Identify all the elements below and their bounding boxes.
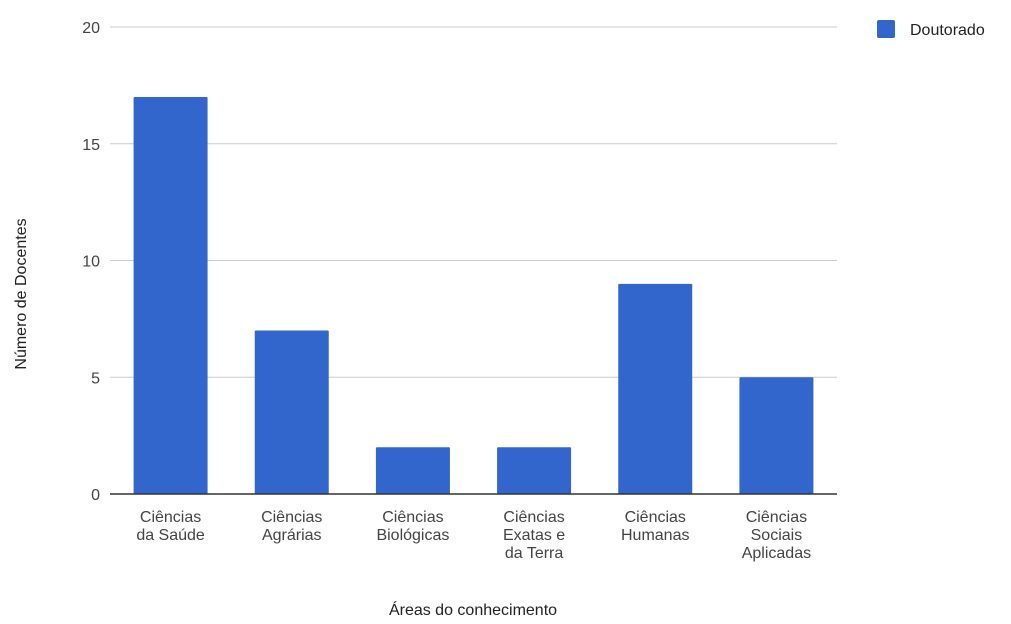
x-tick-label: Ciências Biológicas — [376, 509, 449, 544]
x-tick-label: Ciências Exatas e da Terra — [503, 509, 565, 562]
bar[interactable] — [254, 330, 329, 494]
x-tick-labels: Ciências da Saúde Ciências Agrárias Ciências… — [136, 509, 811, 562]
bar[interactable] — [618, 283, 693, 494]
bar[interactable] — [497, 447, 572, 494]
y-tick-label: 0 — [91, 487, 100, 504]
x-tick-label: Ciências Humanas — [621, 509, 689, 544]
x-tick-label: Ciências da Saúde — [136, 509, 205, 544]
y-tick-label: 20 — [82, 20, 100, 37]
y-axis-title: Número de Docentes — [13, 218, 30, 369]
bar[interactable] — [133, 97, 208, 495]
y-tick-labels: 0 5 10 15 20 — [82, 20, 100, 504]
y-tick-label: 5 — [91, 370, 100, 387]
legend-label: Doutorado — [910, 22, 985, 39]
x-tick-label: Ciências Sociais Aplicadas — [742, 509, 811, 562]
legend[interactable]: Doutorado — [877, 20, 985, 39]
x-tick-label: Ciências Agrárias — [261, 509, 322, 544]
bars — [133, 97, 814, 495]
x-axis-title: Áreas do conhecimento — [389, 600, 557, 619]
y-tick-label: 15 — [82, 137, 100, 154]
bar[interactable] — [739, 377, 814, 494]
legend-swatch — [877, 20, 895, 38]
bar[interactable] — [375, 447, 450, 494]
gridlines — [110, 26, 837, 378]
y-tick-label: 10 — [82, 254, 100, 271]
